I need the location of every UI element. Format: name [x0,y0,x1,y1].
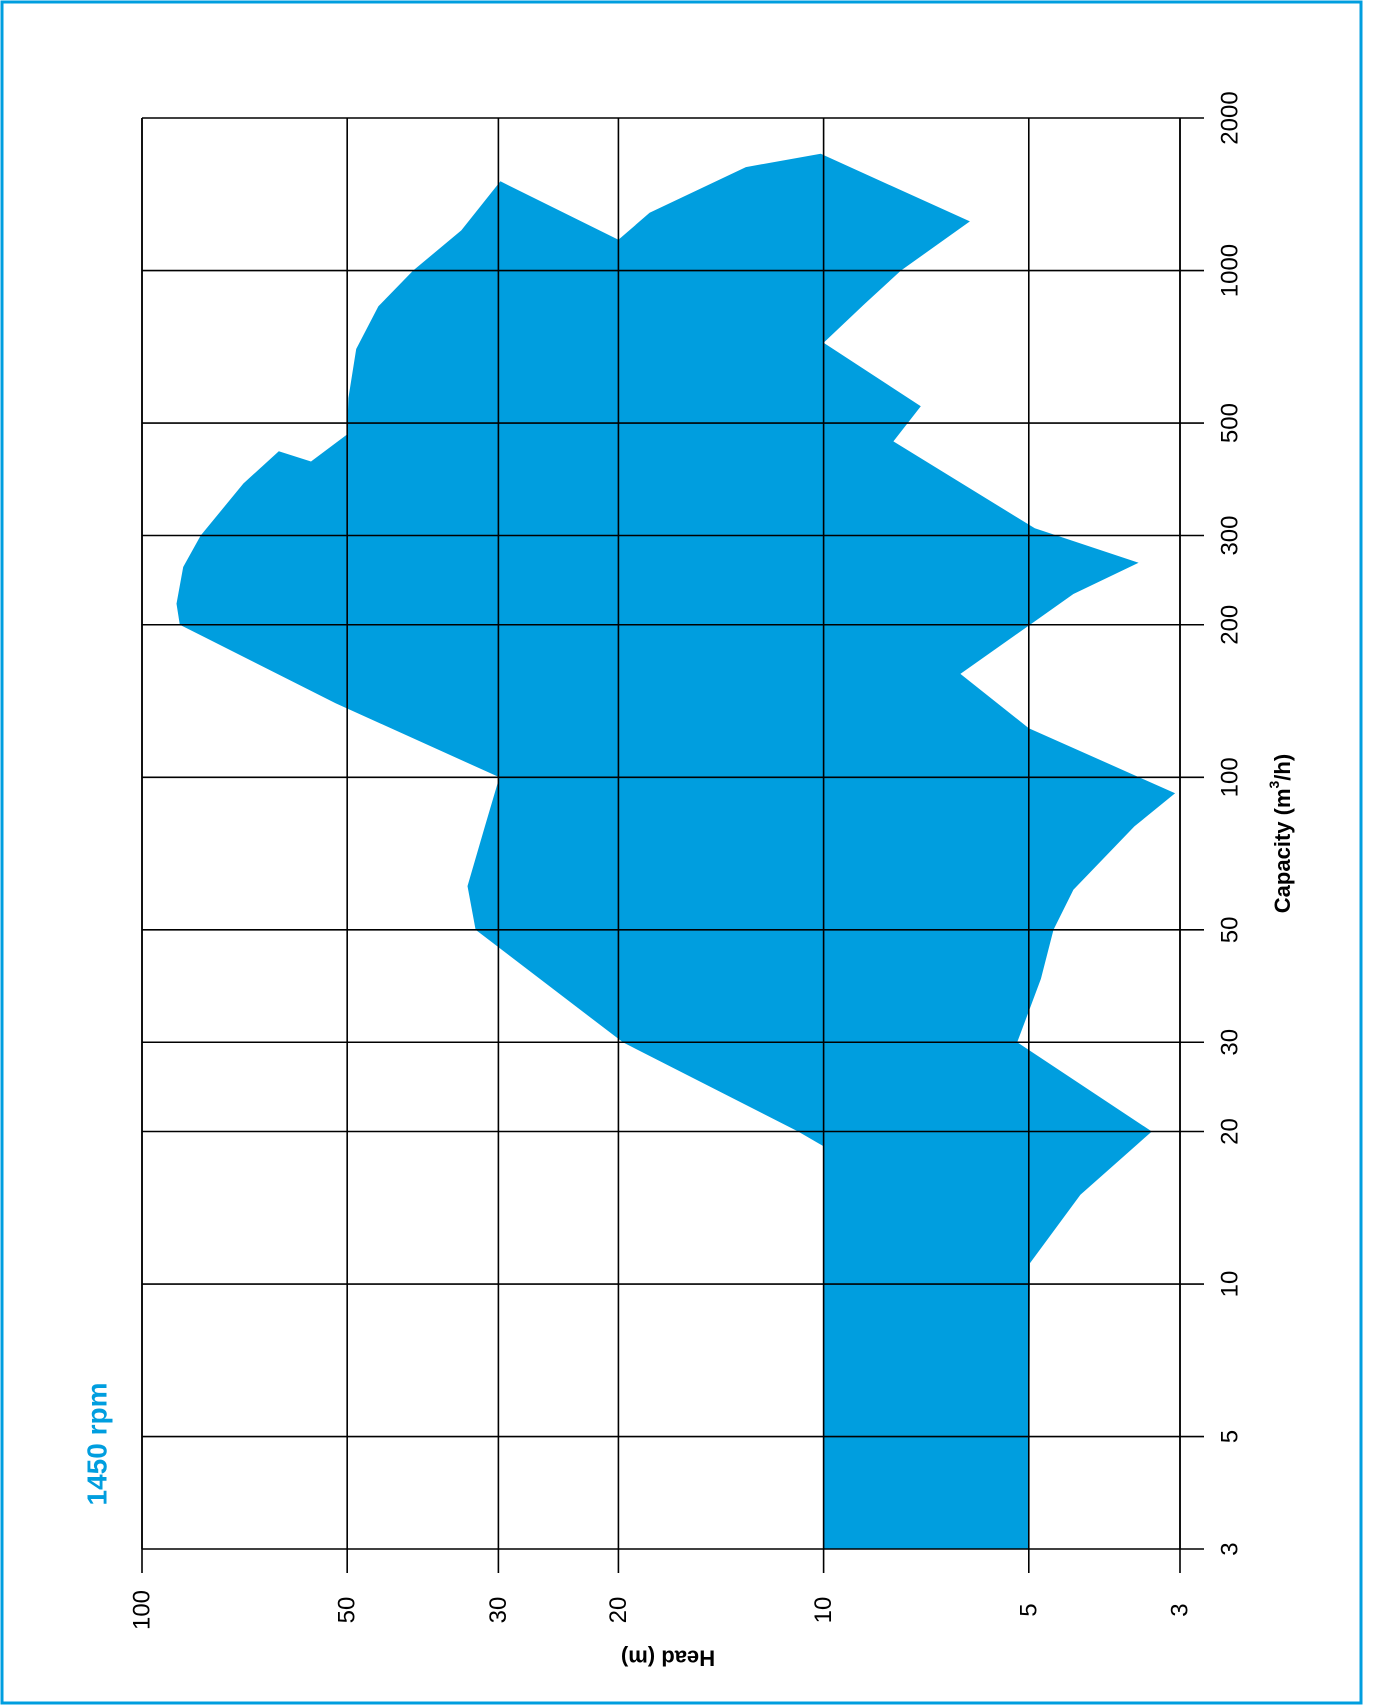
capacity-tick-label: 100 [1217,757,1244,797]
label-layer: 3 5 10 20 30 50 100 200 300 500 1000 2000 100 50 30 20 1… [82,91,1295,1670]
head-tick-label: 50 [334,1597,361,1624]
head-tick-label: 3 [1167,1603,1194,1616]
head-tick-label: 20 [605,1597,632,1624]
head-tick-label: 10 [810,1597,837,1624]
coverage-area-layer [176,153,1176,1549]
capacity-tick-label: 200 [1217,605,1244,645]
capacity-tick-label: 3 [1217,1542,1244,1555]
capacity-tick-label: 1000 [1217,244,1244,297]
capacity-tick-label: 50 [1217,916,1244,943]
x-axis-title: Capacity (m3/h) [1266,754,1295,913]
speed-label: 1450 rpm [82,1383,113,1506]
grid-layer [141,117,1204,1573]
capacity-tick-label: 5 [1217,1430,1244,1443]
capacity-tick-label: 10 [1217,1271,1244,1298]
y-axis-title: Head (m) [621,1646,715,1671]
capacity-tick-label: 2000 [1217,91,1244,144]
capacity-tick-label: 300 [1217,515,1244,555]
head-tick-label: 30 [485,1597,512,1624]
capacity-tick-label: 500 [1217,403,1244,443]
head-tick-label: 5 [1015,1603,1042,1616]
head-tick-label: 100 [129,1590,156,1630]
coverage-area [176,153,1176,1549]
capacity-tick-label: 20 [1217,1118,1244,1145]
capacity-tick-label: 30 [1217,1029,1244,1056]
